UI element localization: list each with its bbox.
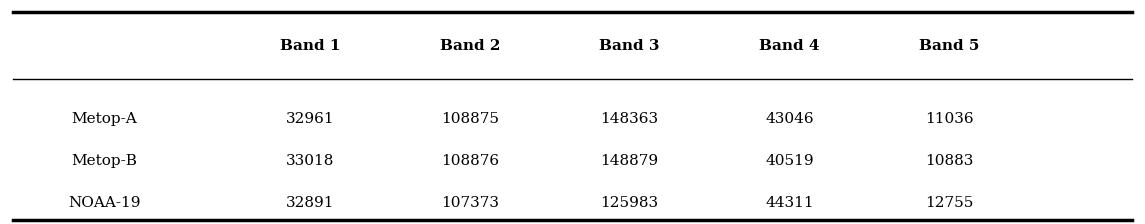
Text: 33018: 33018 — [285, 154, 334, 168]
Text: Metop-B: Metop-B — [71, 154, 137, 168]
Text: 148363: 148363 — [600, 112, 658, 126]
Text: Band 4: Band 4 — [759, 39, 820, 53]
Text: 108876: 108876 — [441, 154, 499, 168]
Text: Band 2: Band 2 — [440, 39, 500, 53]
Text: 32891: 32891 — [285, 196, 334, 210]
Text: Band 5: Band 5 — [919, 39, 980, 53]
Text: 11036: 11036 — [925, 112, 973, 126]
Text: 108875: 108875 — [441, 112, 499, 126]
Text: Band 3: Band 3 — [599, 39, 660, 53]
Text: 10883: 10883 — [925, 154, 973, 168]
Text: 32961: 32961 — [285, 112, 334, 126]
Text: 40519: 40519 — [765, 154, 814, 168]
Text: NOAA-19: NOAA-19 — [68, 196, 141, 210]
Text: 125983: 125983 — [600, 196, 658, 210]
Text: 148879: 148879 — [600, 154, 658, 168]
Text: Band 1: Band 1 — [279, 39, 340, 53]
Text: 44311: 44311 — [765, 196, 814, 210]
Text: 12755: 12755 — [925, 196, 973, 210]
Text: 43046: 43046 — [765, 112, 814, 126]
Text: 107373: 107373 — [441, 196, 499, 210]
Text: Metop-A: Metop-A — [71, 112, 137, 126]
